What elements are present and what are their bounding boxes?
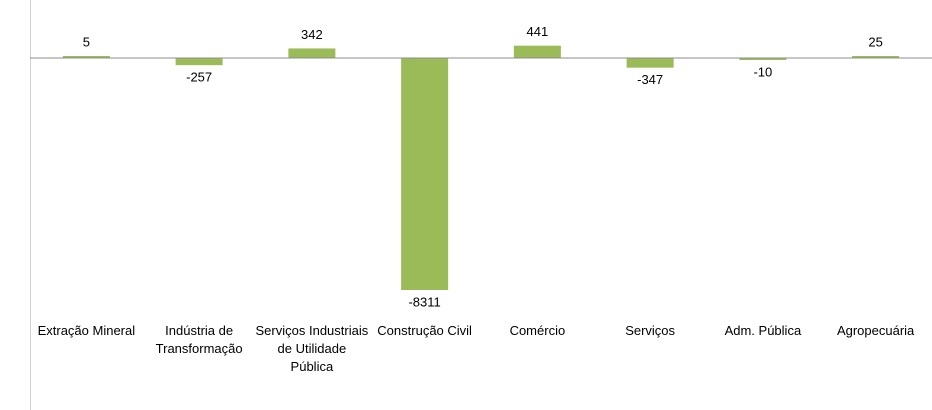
value-label: -8311 [408, 294, 440, 309]
x-tick-label: Comércio [509, 323, 566, 338]
bar [739, 58, 787, 60]
bar [626, 58, 674, 68]
bar [513, 45, 561, 58]
value-label: 342 [301, 27, 323, 42]
value-label: -347 [637, 72, 663, 87]
x-tick-label: Adm. Pública [724, 323, 802, 338]
bar [852, 56, 900, 58]
bar [288, 48, 336, 58]
x-tick-label: Extração Mineral [37, 323, 136, 338]
x-tick-label: Serviços Industriais de Utilidade Públic… [255, 323, 369, 374]
value-label: 25 [868, 34, 882, 49]
x-tick-label: Indústria de Transformação [155, 323, 243, 356]
bar [401, 58, 449, 290]
value-label: -10 [753, 64, 772, 79]
x-tick-label: Serviços [625, 323, 676, 338]
value-label: -257 [186, 70, 212, 85]
bar [175, 58, 223, 66]
x-tick-label: Agropecuária [836, 323, 915, 338]
value-label: 5 [83, 34, 90, 49]
bar [62, 56, 110, 58]
value-label: 441 [527, 24, 549, 39]
x-tick-label: Construção Civil [377, 323, 472, 338]
